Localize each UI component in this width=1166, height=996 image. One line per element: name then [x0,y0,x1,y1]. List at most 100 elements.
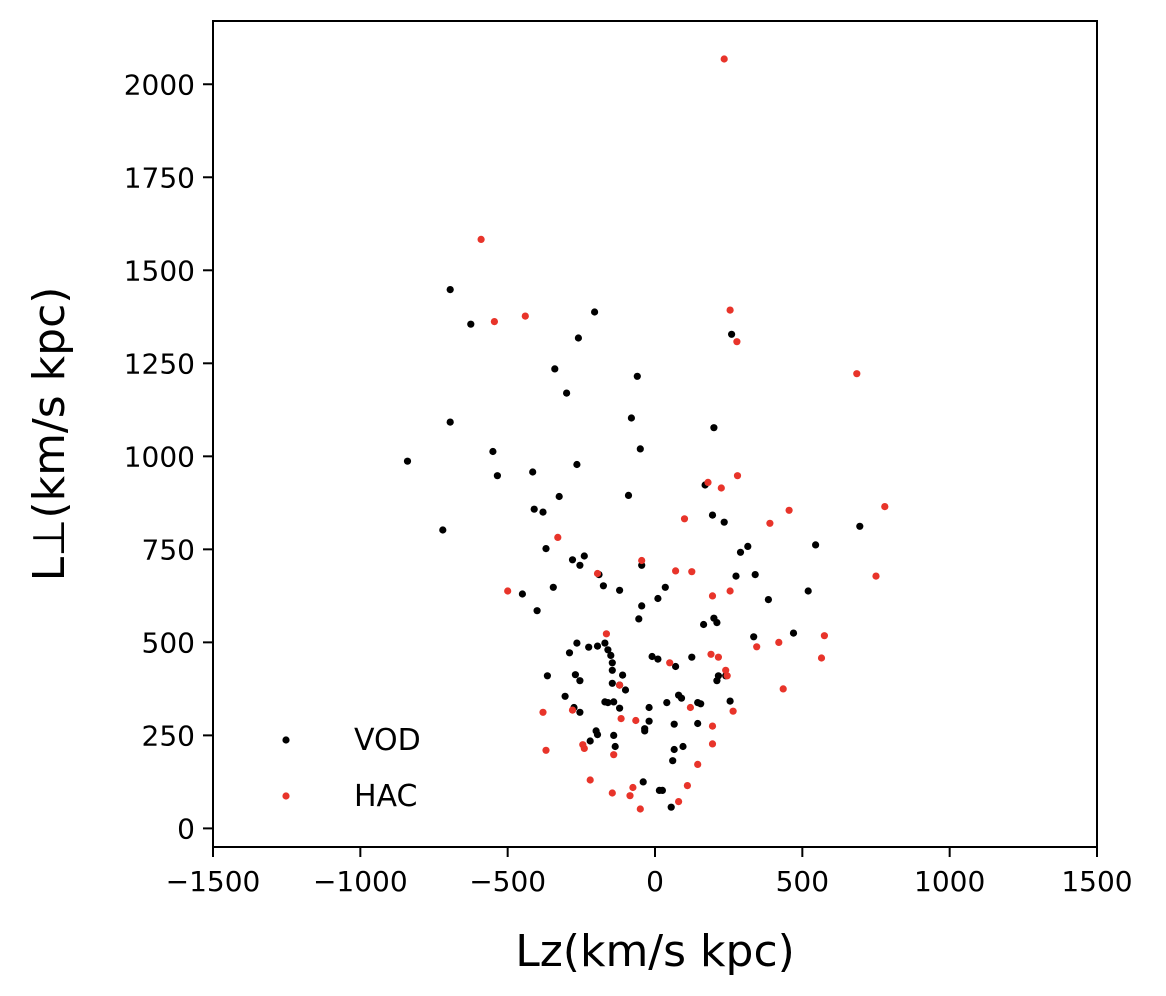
point-vod-1 [439,526,447,534]
point-vod-18 [563,389,571,397]
point-vod-41 [604,699,612,707]
point-hac-20 [636,805,644,813]
point-vod-67 [654,655,662,663]
point-vod-24 [573,639,581,647]
point-hac-30 [704,478,712,486]
x-tick-label: −1500 [166,865,261,898]
point-vod-4 [467,320,475,328]
point-hac-1 [490,318,498,326]
point-vod-99 [744,542,752,551]
point-vod-74 [669,757,677,765]
point-vod-5 [489,447,497,456]
point-vod-97 [732,572,740,580]
point-vod-58 [636,445,644,453]
legend-label-hac: HAC [354,779,418,814]
point-vod-35 [593,731,602,739]
point-vod-45 [608,679,616,687]
y-tick-label: 0 [177,812,195,845]
point-hac-53 [881,503,889,511]
point-hac-11 [593,569,602,578]
point-vod-6 [493,472,501,480]
point-hac-42 [729,707,737,715]
y-tick-label: 2000 [124,68,195,101]
point-vod-55 [627,414,636,422]
point-vod-14 [549,583,557,591]
point-vod-105 [812,541,820,549]
point-vod-92 [714,672,723,680]
point-hac-19 [632,716,640,725]
point-vod-90 [713,619,721,627]
point-hac-37 [720,55,728,63]
point-vod-53 [621,686,630,694]
point-vod-15 [551,365,559,373]
y-tick-label: 250 [142,719,195,752]
point-hac-54 [753,643,761,651]
point-vod-42 [607,651,615,660]
point-vod-44 [608,666,616,674]
y-tick-label: 1750 [124,161,195,194]
point-hac-44 [733,472,742,480]
legend-marker-vod [282,736,290,744]
point-vod-82 [694,719,702,728]
point-vod-23 [573,460,581,469]
point-hac-4 [539,708,547,716]
point-vod-93 [720,518,728,526]
point-hac-32 [708,592,717,600]
point-vod-38 [601,639,609,647]
point-vod-12 [542,545,550,553]
point-vod-32 [591,308,599,316]
point-vod-13 [543,672,552,680]
point-vod-68 [654,594,662,603]
point-vod-84 [697,700,705,708]
y-axis-label: L⊥(km/s kpc) [24,287,75,582]
point-vod-103 [789,629,798,637]
y-tick-label: 500 [142,626,195,659]
point-vod-87 [708,511,717,519]
point-hac-10 [586,776,594,784]
point-hac-41 [726,306,734,314]
point-hac-0 [477,235,485,243]
y-tick-label: 1000 [124,440,195,473]
y-axis: 0 250 500 750 1000 1250 1500 1750 2000 [124,68,213,845]
point-vod-85 [700,620,708,629]
point-hac-33 [708,722,717,730]
point-hac-25 [680,515,689,523]
point-hac-28 [688,568,696,576]
point-vod-95 [726,697,734,705]
point-hac-13 [608,789,616,797]
point-vod-63 [641,727,649,735]
point-hac-23 [672,567,680,575]
point-hac-9 [580,744,588,753]
point-vod-65 [645,717,653,725]
point-vod-79 [677,694,686,702]
point-vod-7 [518,590,527,598]
point-hac-27 [686,703,695,712]
point-vod-56 [633,372,641,380]
x-tick-label: 1000 [914,865,985,898]
point-vod-64 [645,703,653,712]
y-tick-label: 750 [142,533,195,566]
point-vod-11 [539,508,547,516]
point-hac-15 [616,681,624,689]
point-vod-10 [533,607,541,615]
point-vod-48 [611,742,619,751]
x-tick-label: −500 [469,865,546,898]
point-vod-61 [639,778,647,786]
point-vod-71 [661,583,669,591]
point-hac-2 [504,587,512,595]
point-vod-22 [571,671,580,679]
x-tick-label: 0 [646,865,664,898]
y-tick-label: 1500 [124,254,195,287]
point-vod-52 [619,671,627,679]
point-vod-8 [529,468,537,476]
point-vod-101 [751,571,759,579]
point-vod-80 [679,742,687,751]
points-layer [403,55,889,813]
point-vod-9 [530,505,538,513]
point-vod-106 [856,522,864,530]
point-vod-60 [638,602,646,610]
point-hac-35 [714,653,723,661]
point-vod-54 [624,491,633,499]
point-hac-31 [707,650,715,658]
